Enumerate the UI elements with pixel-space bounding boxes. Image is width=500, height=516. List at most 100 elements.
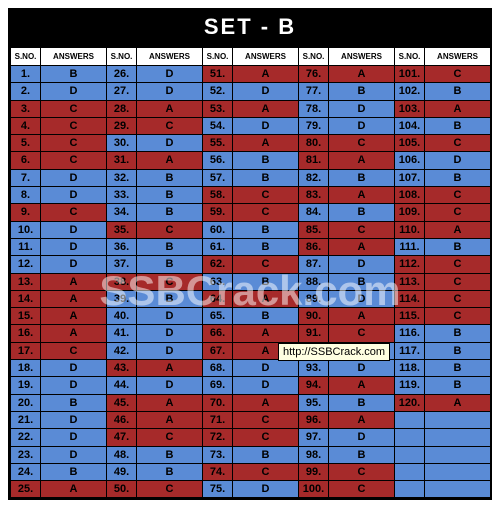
- cell-sno: 102.: [395, 83, 425, 100]
- answer-table: S.NO.ANSWERSS.NO.ANSWERSS.NO.ANSWERSS.NO…: [10, 47, 491, 498]
- cell-sno: 30.: [107, 135, 137, 152]
- cell-answer: A: [233, 100, 299, 117]
- cell-sno: 69.: [203, 377, 233, 394]
- header-answers: ANSWERS: [329, 48, 395, 66]
- cell-answer: A: [425, 100, 491, 117]
- header-answers: ANSWERS: [41, 48, 107, 66]
- cell-answer: D: [329, 256, 395, 273]
- cell-sno: 51.: [203, 66, 233, 83]
- cell-sno: 6.: [11, 152, 41, 169]
- cell-answer: D: [329, 100, 395, 117]
- cell-sno: 96.: [299, 411, 329, 428]
- cell-sno: 108.: [395, 187, 425, 204]
- cell-sno: 8.: [11, 187, 41, 204]
- table-row: 9.C34.B59.C84.B109.C: [11, 204, 491, 221]
- cell-answer: A: [137, 100, 203, 117]
- cell-sno: 113.: [395, 273, 425, 290]
- cell-sno: 37.: [107, 256, 137, 273]
- cell-answer: B: [425, 377, 491, 394]
- cell-sno: 9.: [11, 204, 41, 221]
- cell-sno: 65.: [203, 308, 233, 325]
- cell-sno: 84.: [299, 204, 329, 221]
- cell-answer: C: [425, 204, 491, 221]
- cell-sno: 82.: [299, 169, 329, 186]
- cell-answer: B: [233, 152, 299, 169]
- cell-answer: B: [137, 463, 203, 480]
- cell-sno: 78.: [299, 100, 329, 117]
- cell-answer: A: [137, 152, 203, 169]
- cell-sno: 80.: [299, 135, 329, 152]
- cell-answer: B: [233, 446, 299, 463]
- cell-sno: 117.: [395, 342, 425, 359]
- cell-sno: 22.: [11, 429, 41, 446]
- table-row: 20.B45.A70.A95.B120.A: [11, 394, 491, 411]
- cell-sno: [395, 411, 425, 428]
- cell-answer: C: [137, 429, 203, 446]
- table-row: 24.B49.B74.C99.C: [11, 463, 491, 480]
- cell-answer: B: [329, 204, 395, 221]
- cell-sno: 39.: [107, 290, 137, 307]
- cell-sno: 114.: [395, 290, 425, 307]
- cell-answer: A: [233, 325, 299, 342]
- cell-answer: D: [41, 446, 107, 463]
- cell-answer: B: [41, 66, 107, 83]
- cell-answer: D: [41, 221, 107, 238]
- cell-sno: 26.: [107, 66, 137, 83]
- cell-sno: 119.: [395, 377, 425, 394]
- table-row: 13.A38.C63.B88.B113.C: [11, 273, 491, 290]
- cell-answer: D: [233, 83, 299, 100]
- cell-sno: 2.: [11, 83, 41, 100]
- cell-sno: 116.: [395, 325, 425, 342]
- cell-sno: 44.: [107, 377, 137, 394]
- cell-answer: A: [425, 221, 491, 238]
- table-row: 12.D37.B62.C87.D112.C: [11, 256, 491, 273]
- cell-answer: C: [425, 135, 491, 152]
- header-answers: ANSWERS: [137, 48, 203, 66]
- cell-sno: 35.: [107, 221, 137, 238]
- cell-sno: 48.: [107, 446, 137, 463]
- cell-answer: C: [329, 463, 395, 480]
- cell-sno: 12.: [11, 256, 41, 273]
- cell-answer: C: [233, 429, 299, 446]
- cell-answer: [425, 481, 491, 498]
- table-row: 7.D32.B57.B82.B107.B: [11, 169, 491, 186]
- table-row: 15.A40.D65.B90.A115.C: [11, 308, 491, 325]
- cell-sno: 109.: [395, 204, 425, 221]
- cell-sno: 56.: [203, 152, 233, 169]
- cell-answer: D: [137, 325, 203, 342]
- cell-answer: B: [425, 83, 491, 100]
- cell-sno: 90.: [299, 308, 329, 325]
- cell-answer: C: [425, 290, 491, 307]
- cell-answer: D: [41, 360, 107, 377]
- cell-answer: B: [137, 169, 203, 186]
- cell-sno: 20.: [11, 394, 41, 411]
- cell-sno: 36.: [107, 238, 137, 255]
- cell-answer: C: [329, 135, 395, 152]
- cell-sno: 81.: [299, 152, 329, 169]
- cell-sno: 42.: [107, 342, 137, 359]
- cell-answer: D: [329, 429, 395, 446]
- cell-answer: D: [233, 377, 299, 394]
- cell-answer: B: [329, 446, 395, 463]
- cell-sno: 70.: [203, 394, 233, 411]
- cell-answer: [425, 446, 491, 463]
- cell-sno: 91.: [299, 325, 329, 342]
- cell-answer: D: [329, 360, 395, 377]
- cell-answer: B: [329, 394, 395, 411]
- cell-answer: B: [137, 204, 203, 221]
- cell-sno: 85.: [299, 221, 329, 238]
- cell-sno: 72.: [203, 429, 233, 446]
- cell-answer: D: [41, 187, 107, 204]
- table-row: 18.D43.A68.D93.D118.B: [11, 360, 491, 377]
- header-sno: S.NO.: [203, 48, 233, 66]
- cell-sno: 64.: [203, 290, 233, 307]
- cell-sno: 120.: [395, 394, 425, 411]
- cell-answer: B: [329, 273, 395, 290]
- cell-answer: A: [233, 66, 299, 83]
- cell-sno: 59.: [203, 204, 233, 221]
- cell-answer: C: [233, 256, 299, 273]
- link-tooltip: http://SSBCrack.com: [278, 343, 390, 361]
- cell-answer: C: [137, 221, 203, 238]
- cell-answer: A: [329, 411, 395, 428]
- header-sno: S.NO.: [395, 48, 425, 66]
